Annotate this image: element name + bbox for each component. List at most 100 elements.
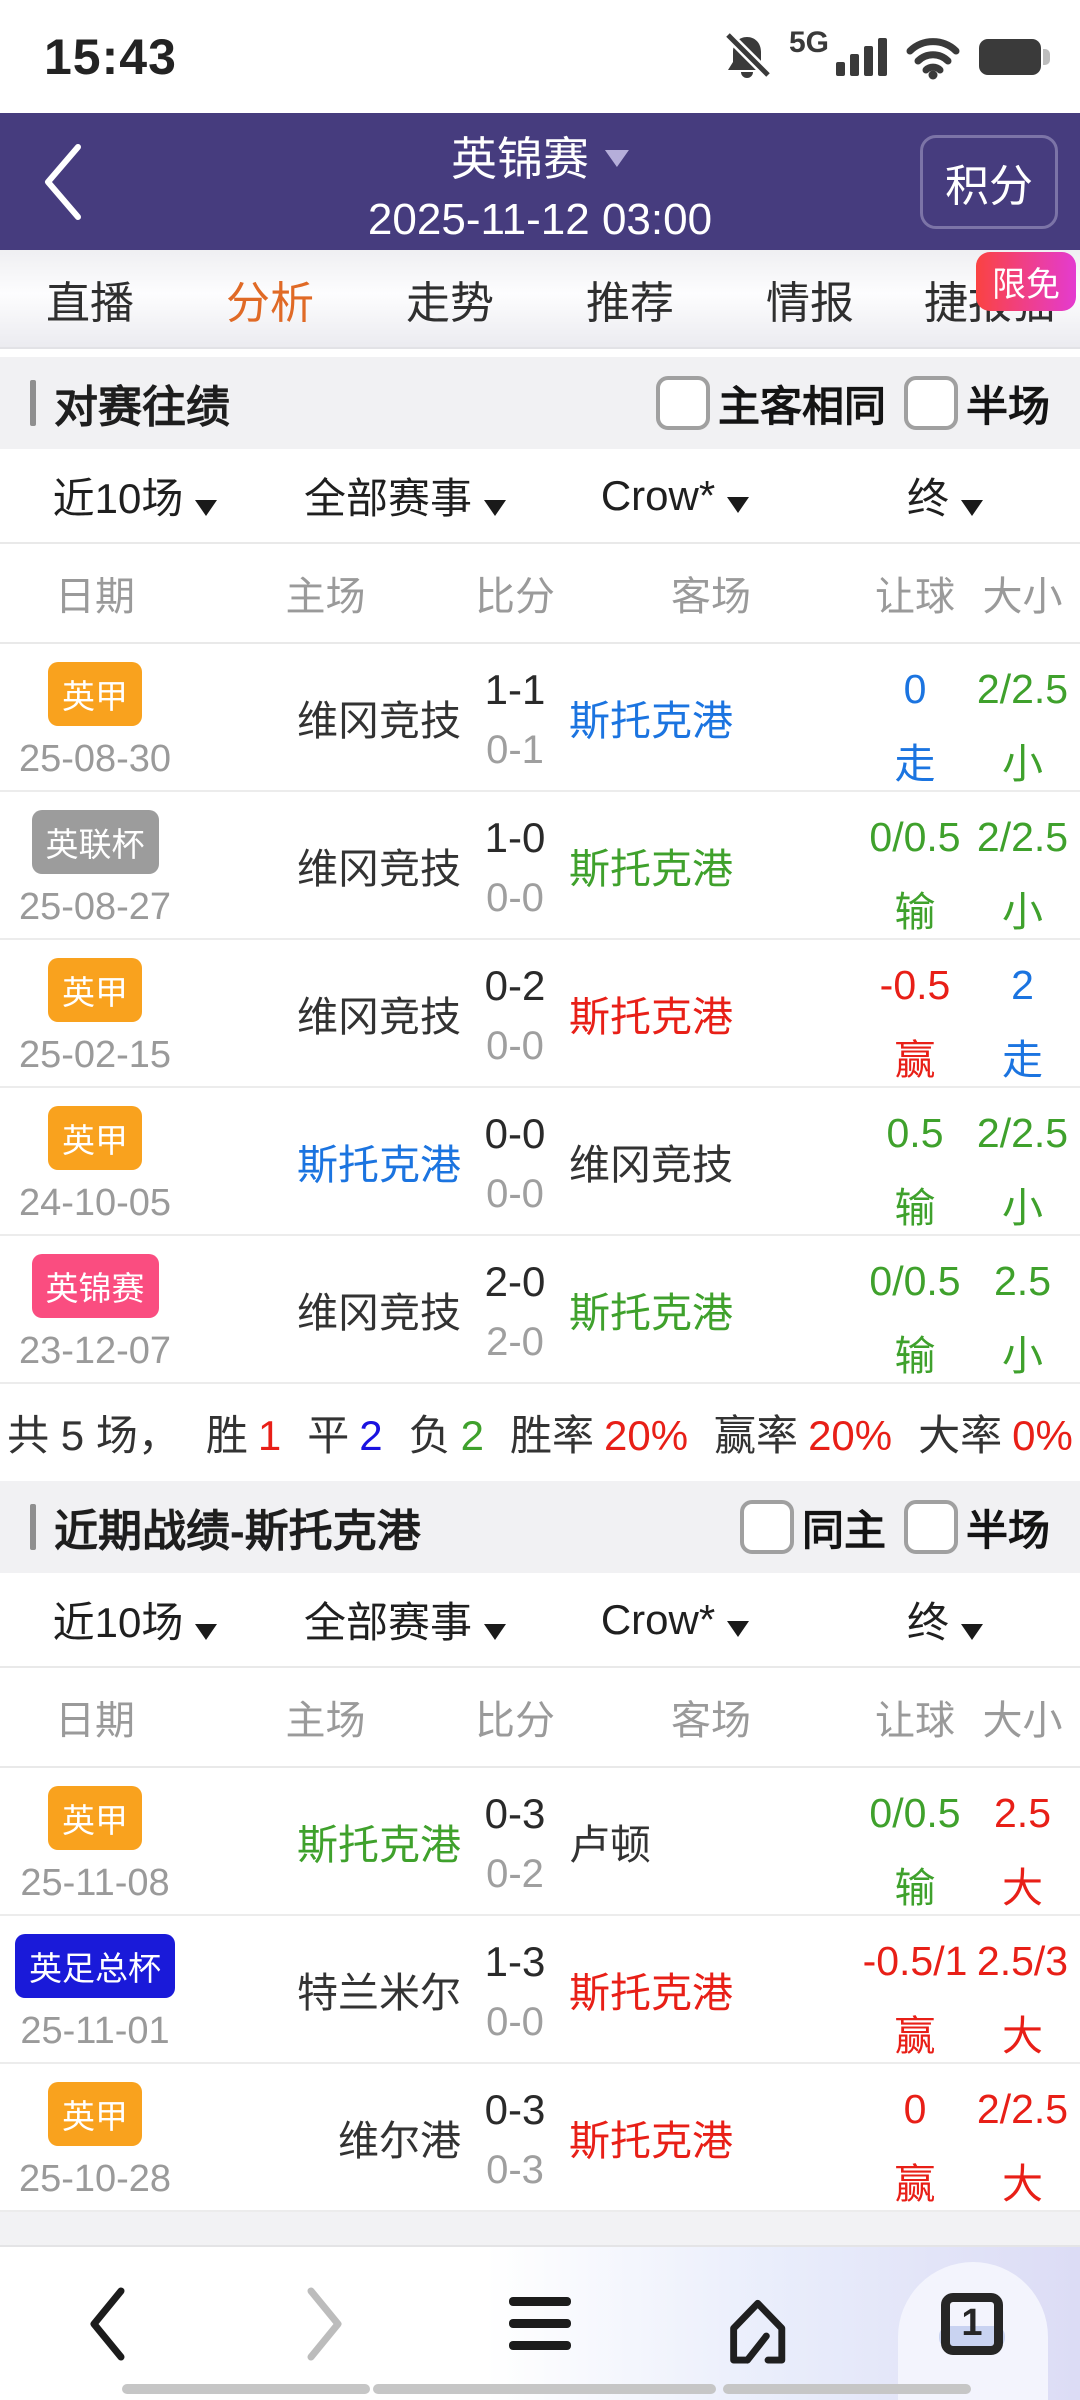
nav-home-button[interactable] xyxy=(648,2281,864,2367)
section-title: 对赛往绩 xyxy=(54,383,230,432)
tab-highlight xyxy=(939,2326,1005,2348)
score-fulltime: 0-3 xyxy=(484,1790,546,1837)
handicap-value: 0/0.5 xyxy=(869,814,961,860)
overunder-result: 大 xyxy=(1002,2013,1043,2059)
match-date: 24-10-05 xyxy=(18,1182,172,1224)
checkbox-same-homeaway[interactable]: 主客相同 xyxy=(655,373,886,434)
match-date: 25-11-08 xyxy=(20,1862,170,1904)
match-date: 23-12-07 xyxy=(18,1330,172,1372)
section-head-h2h: 对赛往绩 主客相同 半场 xyxy=(0,357,1080,449)
signal-5g-icon: 5G xyxy=(789,26,887,76)
tab-trend[interactable]: 走势 xyxy=(406,278,494,328)
checkbox[interactable] xyxy=(903,376,958,430)
match-row[interactable]: 英锦赛 23-12-07 维冈竞技 2-0 2-0 斯托克港 0/0.5 输 2… xyxy=(0,1236,1080,1384)
overunder-result: 大 xyxy=(1002,2161,1043,2207)
section-title: 近期战绩-斯托克港 xyxy=(54,1507,421,1556)
match-row[interactable]: 英甲 25-11-08 斯托克港 0-3 0-2 卢顿 0/0.5 输 2.5 … xyxy=(0,1768,1080,1916)
league-badge: 英甲 xyxy=(48,662,142,726)
handicap-result: 赢 xyxy=(894,1037,936,1083)
overunder-value: 2/2.5 xyxy=(976,666,1069,712)
filter-bookmaker[interactable]: Crow* xyxy=(540,472,810,520)
checkbox-halftime[interactable]: 半场 xyxy=(903,373,1050,434)
tab-intel[interactable]: 情报 xyxy=(766,278,854,328)
handicap-result: 输 xyxy=(894,1185,936,1231)
tab-recommend[interactable]: 推荐 xyxy=(586,278,674,328)
score-halftime: 0-0 xyxy=(486,2000,544,2044)
match-row[interactable]: 英联杯 25-08-27 维冈竞技 1-0 0-0 斯托克港 0/0.5 输 2… xyxy=(0,792,1080,940)
dropdown-arrow-icon xyxy=(484,500,506,516)
match-row[interactable]: 英甲 25-02-15 维冈竞技 0-2 0-0 斯托克港 -0.5 赢 2 走 xyxy=(0,940,1080,1088)
filter-odds-time[interactable]: 终 xyxy=(810,1589,1080,1650)
overunder-result: 大 xyxy=(1002,1865,1043,1911)
match-row[interactable]: 英足总杯 25-11-01 特兰米尔 1-3 0-0 斯托克港 -0.5/1 赢… xyxy=(0,1916,1080,2064)
section-marker xyxy=(30,1504,36,1550)
overunder-value: 2/2.5 xyxy=(976,2086,1069,2132)
match-row[interactable]: 英甲 25-10-28 维尔港 0-3 0-3 斯托克港 0 赢 2/2.5 大 xyxy=(0,2064,1080,2212)
filter-recent-games[interactable]: 近10场 xyxy=(0,1589,270,1650)
tab-live[interactable]: 直播 xyxy=(46,278,134,328)
match-row[interactable]: 英甲 25-08-30 维冈竞技 1-1 0-1 斯托克港 0 走 2/2.5 … xyxy=(0,644,1080,792)
overunder-result: 走 xyxy=(1002,1037,1043,1083)
tab-analysis[interactable]: 分析 xyxy=(226,278,314,328)
league-selector[interactable]: 英锦赛 xyxy=(451,123,629,189)
checkbox[interactable] xyxy=(903,1500,958,1554)
away-team: 维冈竞技 xyxy=(569,1142,733,1188)
score-halftime: 0-3 xyxy=(486,2148,544,2192)
away-team: 斯托克港 xyxy=(569,846,733,892)
filter-odds-time[interactable]: 终 xyxy=(810,465,1080,526)
points-button[interactable]: 积分 xyxy=(920,134,1058,229)
battery-icon xyxy=(979,38,1050,75)
score-fulltime: 0-3 xyxy=(484,2086,546,2133)
handicap-result: 赢 xyxy=(894,2161,936,2207)
away-team: 斯托克港 xyxy=(569,1290,733,1336)
filter-competition[interactable]: 全部赛事 xyxy=(270,465,540,526)
home-team: 特兰米尔 xyxy=(297,1970,461,2016)
away-team: 斯托克港 xyxy=(569,2118,733,2164)
menu-icon xyxy=(509,2297,571,2350)
handicap-result: 赢 xyxy=(894,2013,936,2059)
away-team: 卢顿 xyxy=(569,1822,651,1868)
notification-off-icon xyxy=(724,33,771,79)
match-row[interactable]: 英甲 24-10-05 斯托克港 0-0 0-0 维冈竞技 0.5 输 2/2.… xyxy=(0,1088,1080,1236)
match-date: 25-08-27 xyxy=(18,886,172,928)
overunder-value: 2.5 xyxy=(994,1258,1051,1304)
table-header: 日期 主场 比分 客场 让球 大小 xyxy=(0,1668,1080,1768)
score-halftime: 0-0 xyxy=(486,876,544,920)
filter-recent-games[interactable]: 近10场 xyxy=(0,465,270,526)
match-date: 25-08-30 xyxy=(18,738,172,780)
checkbox-same-home[interactable]: 同主 xyxy=(739,1497,886,1558)
score-halftime: 2-0 xyxy=(486,1320,544,1364)
home-team: 维冈竞技 xyxy=(297,1290,461,1336)
score-halftime: 0-2 xyxy=(486,1852,544,1896)
match-datetime: 2025-11-12 03:00 xyxy=(367,195,713,244)
league-badge: 英联杯 xyxy=(31,810,159,874)
handicap-value: 0.5 xyxy=(886,1110,944,1156)
away-team: 斯托克港 xyxy=(569,1970,733,2016)
page-bottom-bar xyxy=(122,2384,370,2394)
home-team: 维尔港 xyxy=(338,2118,461,2164)
score-halftime: 0-1 xyxy=(486,728,544,772)
overunder-result: 小 xyxy=(1002,889,1043,935)
league-badge: 英锦赛 xyxy=(31,1254,159,1318)
app-header: 英锦赛 2025-11-12 03:00 积分 xyxy=(0,113,1080,250)
filter-row: 近10场 全部赛事 Crow* 终 xyxy=(0,449,1080,544)
page-bottom-bar xyxy=(723,2384,971,2394)
dropdown-arrow-icon xyxy=(195,500,218,516)
clock: 15:43 xyxy=(44,28,177,85)
filter-bookmaker[interactable]: Crow* xyxy=(540,1596,810,1644)
away-team: 斯托克港 xyxy=(569,994,733,1040)
nav-tabs-button[interactable]: 1 xyxy=(864,2292,1080,2355)
home-team: 维冈竞技 xyxy=(297,994,461,1040)
nav-menu-button[interactable] xyxy=(432,2297,648,2350)
nav-back-button[interactable] xyxy=(0,2285,216,2363)
filter-competition[interactable]: 全部赛事 xyxy=(270,1589,540,1650)
checkbox[interactable] xyxy=(655,376,710,430)
back-icon[interactable] xyxy=(40,141,86,223)
checkbox[interactable] xyxy=(739,1500,794,1554)
match-date: 25-10-28 xyxy=(18,2158,172,2200)
handicap-result: 走 xyxy=(894,741,936,787)
overunder-value: 2/2.5 xyxy=(976,814,1069,860)
handicap-value: -0.5/1 xyxy=(862,1938,968,1984)
nav-forward-button[interactable] xyxy=(216,2285,432,2363)
checkbox-halftime[interactable]: 半场 xyxy=(903,1497,1050,1558)
